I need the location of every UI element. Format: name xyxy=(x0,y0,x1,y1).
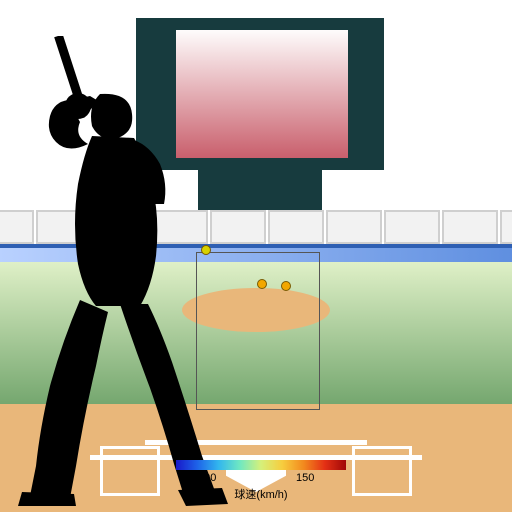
stand-segment xyxy=(500,210,512,244)
stand-segment xyxy=(442,210,498,244)
batter-silhouette xyxy=(0,36,232,506)
legend-tick: 100 xyxy=(198,472,216,484)
stand-segment xyxy=(268,210,324,244)
legend-label: 球速(km/h) xyxy=(176,486,346,502)
batter-box xyxy=(352,446,412,496)
pitch-marker xyxy=(257,279,267,289)
legend-tick: 150 xyxy=(296,472,314,484)
pitch-marker xyxy=(281,281,291,291)
stand-segment xyxy=(384,210,440,244)
pitch-location-chart: 100 150 球速(km/h) xyxy=(0,0,512,512)
legend-color-bar xyxy=(176,460,346,470)
stand-segment xyxy=(326,210,382,244)
velocity-legend: 100 150 球速(km/h) xyxy=(176,460,346,504)
